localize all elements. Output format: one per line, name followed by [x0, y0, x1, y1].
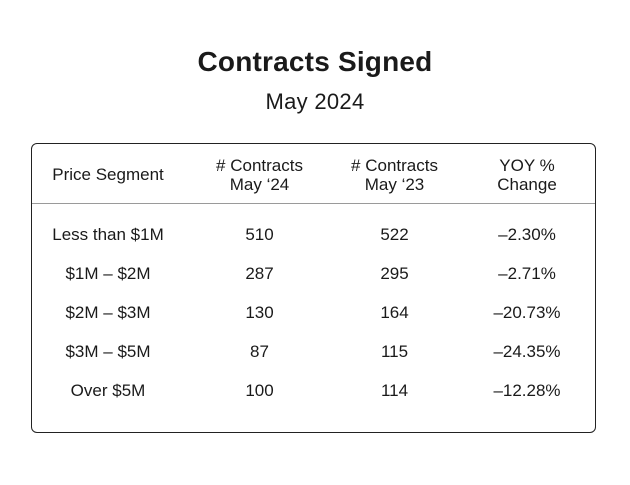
cell-price-segment: Over $5M	[70, 381, 146, 400]
cell-yoy-change: –24.35%	[493, 342, 561, 361]
contracts-table: Price Segment # Contracts May ‘24 # Cont…	[31, 143, 596, 433]
cell-yoy-change: –2.30%	[498, 225, 556, 244]
table-row: $3M – $5M 87 115 –24.35%	[32, 340, 595, 364]
header-contracts-may-23-line1: # Contracts	[351, 156, 438, 175]
page-subtitle: May 2024	[265, 89, 365, 114]
cell-price-segment: Less than $1M	[52, 225, 164, 244]
cell-contracts-may-24: 87	[250, 342, 269, 361]
cell-contracts-may-23: 522	[380, 225, 409, 244]
table-row: $2M – $3M 130 164 –20.73%	[32, 301, 595, 325]
table-header-row: Price Segment # Contracts May ‘24 # Cont…	[32, 144, 595, 204]
header-yoy-change-line1: YOY %	[499, 156, 555, 175]
header-yoy-change-line2: Change	[497, 175, 557, 194]
cell-yoy-change: –12.28%	[493, 381, 561, 400]
cell-contracts-may-23: 115	[380, 342, 409, 361]
header-price-segment: Price Segment	[32, 165, 184, 205]
header-price-segment-label: Price Segment	[52, 165, 164, 184]
cell-contracts-may-24: 130	[245, 303, 274, 322]
table-row: $1M – $2M 287 295 –2.71%	[32, 262, 595, 286]
header-contracts-may-24: # Contracts May ‘24	[177, 156, 342, 196]
cell-contracts-may-23: 114	[380, 381, 409, 400]
table-row: Over $5M 100 114 –12.28%	[32, 379, 595, 403]
cell-price-segment: $2M – $3M	[65, 303, 151, 322]
page-title: Contracts Signed	[197, 46, 433, 77]
header-contracts-may-23-line2: May ‘23	[364, 175, 425, 194]
header-yoy-change: YOY % Change	[442, 156, 612, 196]
table-row: Less than $1M 510 522 –2.30%	[32, 223, 595, 247]
header-contracts-may-23: # Contracts May ‘23	[312, 156, 477, 196]
cell-price-segment: $1M – $2M	[65, 264, 151, 283]
cell-contracts-may-24: 287	[245, 264, 274, 283]
header-contracts-may-24-line2: May ‘24	[229, 175, 290, 194]
cell-contracts-may-23: 164	[380, 303, 409, 322]
cell-contracts-may-24: 510	[245, 225, 274, 244]
cell-price-segment: $3M – $5M	[65, 342, 151, 361]
cell-contracts-may-24: 100	[245, 381, 274, 400]
header-contracts-may-24-line1: # Contracts	[216, 156, 303, 175]
cell-contracts-may-23: 295	[380, 264, 409, 283]
cell-yoy-change: –2.71%	[498, 264, 556, 283]
cell-yoy-change: –20.73%	[493, 303, 561, 322]
